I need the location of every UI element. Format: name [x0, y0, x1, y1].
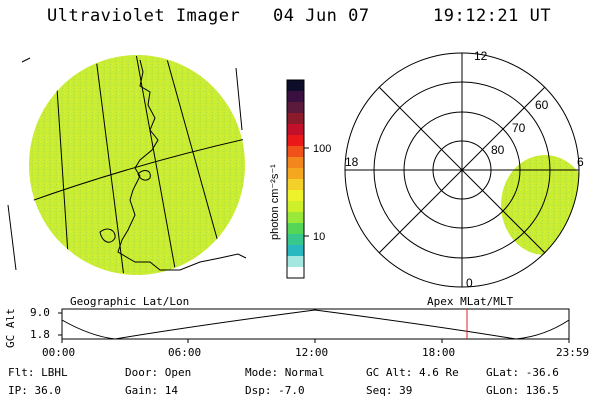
colorbar-unit-label: photon cm⁻²s⁻¹: [269, 164, 281, 240]
polar-grid: [344, 52, 580, 288]
mlt-label-18: 18: [345, 155, 359, 169]
colorbar-segment: [287, 245, 304, 257]
colorbar-frame: [286, 79, 305, 279]
observation-date: 04 Jun 07: [273, 6, 370, 26]
colorbar-segment: [287, 212, 304, 224]
y-tick-9: 9.0: [30, 306, 50, 319]
x-tick-0600: 06:00: [168, 346, 202, 359]
lat-label-80: 80: [491, 143, 505, 157]
gc-alt-axis-label: GC Alt: [4, 308, 17, 348]
observation-time: 19:12:21 UT: [433, 6, 552, 26]
param-filter: Flt: LBHL: [8, 366, 68, 379]
colorbar-segment: [287, 256, 304, 268]
geographic-map-label: Geographic Lat/Lon: [70, 295, 190, 308]
mlt-label-6: 6: [577, 155, 584, 169]
colorbar-segment: [287, 124, 304, 136]
param-glon: GLon: 136.5: [486, 384, 559, 397]
x-tick-1800: 18:00: [422, 346, 456, 359]
coastline: [117, 59, 247, 271]
colorbar-segment: [287, 113, 304, 125]
colorbar-segment: [287, 157, 304, 169]
param-glat: GLat: -36.6: [486, 366, 559, 379]
x-tick-2359: 23:59: [556, 346, 590, 359]
param-gc-alt: GC Alt: 4.6 Re: [366, 366, 459, 379]
altitude-curve: [61, 309, 570, 340]
colorbar-tick-10: 10: [313, 231, 325, 243]
colorbar-segment: [287, 190, 304, 202]
timeline-frame: [61, 308, 570, 340]
colorbar-segment: [287, 179, 304, 191]
mlt-label-12: 12: [474, 49, 488, 63]
param-ip: IP: 36.0: [8, 384, 61, 397]
colorbar-segment: [287, 146, 304, 158]
mlt-label-0: 0: [466, 276, 473, 290]
colorbar-ticks: [304, 147, 309, 237]
polar-map-label: Apex MLat/MLT: [427, 295, 514, 308]
param-gain: Gain: 14: [125, 384, 178, 397]
colorbar-segment: [287, 80, 304, 92]
y-tick-1-8: 1.8: [30, 328, 50, 341]
colorbar-segment: [287, 234, 304, 246]
param-door: Door: Open: [125, 366, 192, 379]
colorbar-segment: [287, 201, 304, 213]
colorbar-segment: [287, 168, 304, 180]
param-mode: Mode: Normal: [245, 366, 325, 379]
colorbar-segment: [287, 267, 304, 279]
colorbar-tick-100: 100: [313, 143, 331, 155]
lat-label-70: 70: [512, 121, 526, 135]
intensity-colorbar: [286, 79, 305, 279]
colorbar-segment: [287, 91, 304, 103]
x-tick-0000: 00:00: [42, 346, 76, 359]
lat-label-60: 60: [535, 98, 549, 112]
colorbar-segment: [287, 135, 304, 147]
param-dsp: Dsp: -7.0: [245, 384, 305, 397]
param-seq: Seq: 39: [366, 384, 413, 397]
x-tick-1200: 12:00: [295, 346, 329, 359]
altitude-timeline: [58, 308, 570, 343]
colorbar-segment: [287, 102, 304, 114]
geographic-map: [7, 55, 247, 275]
polar-map: 12 18 6 0 60 70 80: [344, 49, 584, 290]
colorbar-segment: [287, 223, 304, 235]
app-title: Ultraviolet Imager: [47, 6, 241, 26]
